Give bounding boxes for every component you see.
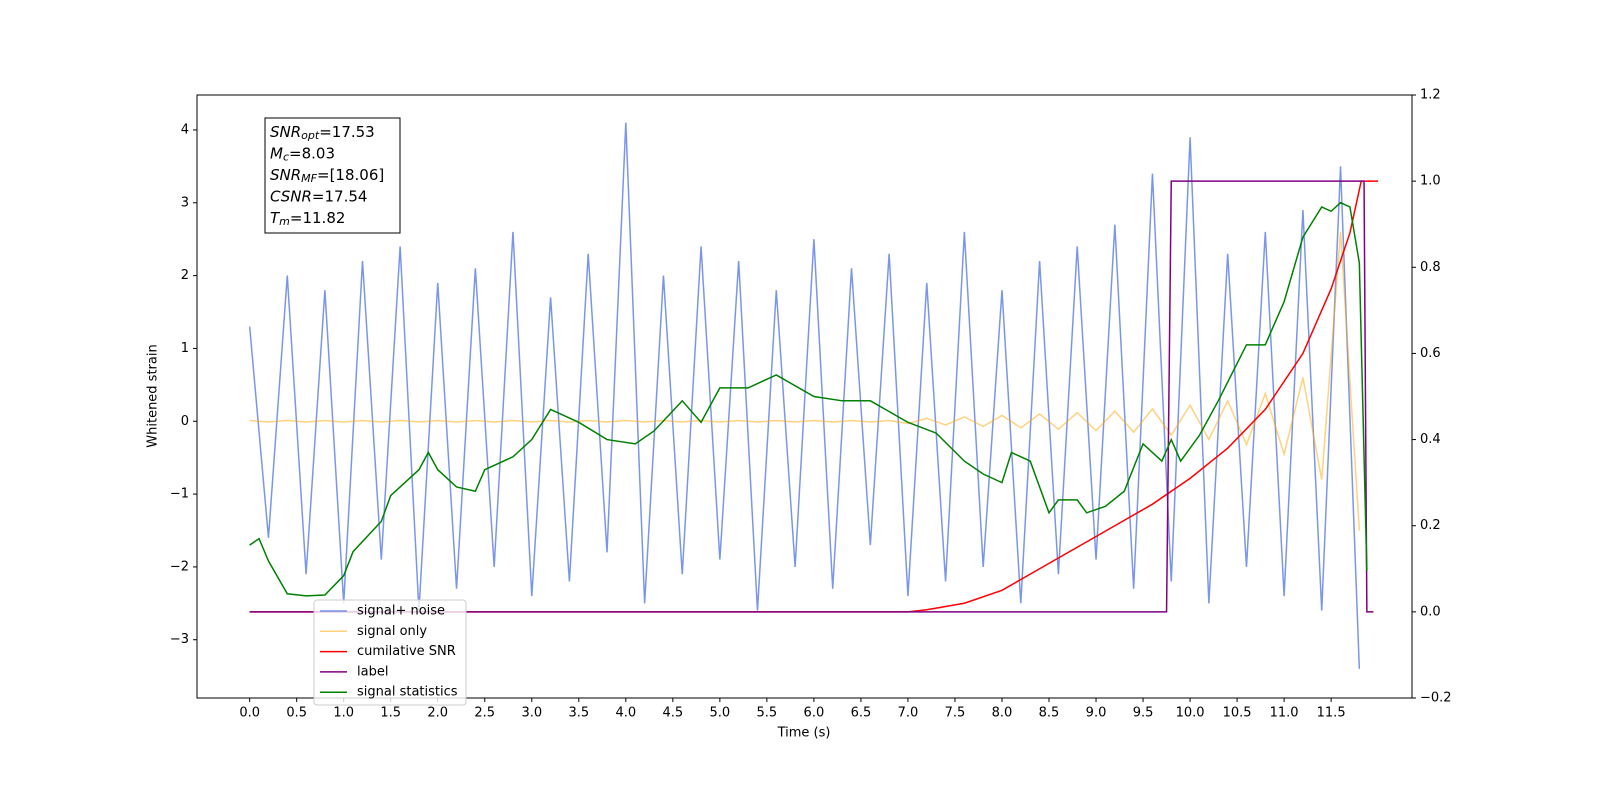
y2-tick-label: 0.6 (1420, 346, 1441, 361)
x-tick-label: 0.5 (286, 706, 307, 721)
annotation-value: =11.82 (290, 209, 346, 227)
y-tick-label: −2 (170, 559, 189, 574)
x-tick-label: 8.5 (1039, 706, 1060, 721)
legend-box (313, 599, 467, 706)
annotation-value: =8.03 (289, 144, 335, 162)
x-tick-label: 1.0 (333, 706, 354, 721)
annotation-text: SNR (270, 123, 301, 141)
legend-label: signal+ noise (357, 604, 445, 619)
x-tick-label: 8.0 (992, 706, 1013, 721)
y-tick-label: 3 (181, 195, 189, 210)
y-tick-label: −3 (170, 632, 189, 647)
legend-label: label (357, 664, 388, 679)
x-tick-label: 11.0 (1270, 706, 1299, 721)
y2-tick-label: 1.2 (1420, 88, 1441, 103)
plot-frame (196, 94, 1413, 699)
x-tick-label: 2.5 (474, 706, 495, 721)
y-tick-label: 0 (181, 414, 189, 429)
x-tick-label: 6.5 (851, 706, 872, 721)
annotation-line: CSNR=17.54 (270, 187, 367, 205)
x-tick-label: 5.0 (710, 706, 731, 721)
x-tick-label: 7.0 (898, 706, 919, 721)
x-tick-label: 3.0 (521, 706, 542, 721)
annotation-line: Mc=8.03 (270, 144, 335, 164)
series-line (249, 180, 1379, 613)
x-tick-label: 7.5 (945, 706, 966, 721)
x-tick-label: 4.5 (662, 706, 683, 721)
x-tick-label: 1.5 (380, 706, 401, 721)
y-axis-label: Whitened strain (146, 344, 161, 447)
x-tick-label: 0.0 (239, 706, 260, 721)
annotation-text: CSNR (270, 187, 312, 205)
annotation-line: SNRMF=[18.06] (270, 166, 384, 186)
annotation-subscript: opt (301, 129, 320, 142)
x-tick-label: 3.5 (568, 706, 589, 721)
series-line (248, 122, 1361, 669)
legend-label: signal statistics (357, 685, 458, 700)
legend-label: signal only (357, 624, 427, 639)
y2-tick-label: 0.8 (1420, 260, 1441, 275)
x-tick-label: 11.5 (1317, 706, 1346, 721)
annotation-subscript: m (279, 215, 290, 228)
x-tick-label: 6.0 (804, 706, 825, 721)
legend-label: cumilative SNR (357, 644, 456, 659)
y-tick-label: 1 (181, 341, 189, 356)
x-tick-label: 2.0 (427, 706, 448, 721)
annotation-box (264, 117, 401, 234)
annotation-value: =[18.06] (317, 166, 384, 184)
series-line (249, 201, 1368, 597)
y2-tick-label: 0.2 (1420, 518, 1441, 533)
x-tick-label: 4.0 (615, 706, 636, 721)
y2-tick-label: 0.0 (1420, 604, 1441, 619)
series-line (249, 180, 1374, 613)
annotation-subscript: c (283, 151, 289, 164)
annotation-text: SNR (270, 166, 301, 184)
annotation-value: =17.54 (312, 187, 368, 205)
x-tick-label: 10.0 (1176, 706, 1205, 721)
y-tick-label: 2 (181, 268, 189, 283)
y2-tick-label: 1.0 (1420, 174, 1441, 189)
y-tick-label: −1 (170, 487, 189, 502)
annotation-line: Tm=11.82 (270, 209, 345, 229)
x-tick-label: 10.5 (1223, 706, 1252, 721)
y-tick-label: 4 (181, 122, 189, 137)
x-tick-label: 5.5 (757, 706, 778, 721)
x-tick-label: 9.0 (1086, 706, 1107, 721)
x-tick-label: 9.5 (1133, 706, 1154, 721)
series-line (249, 231, 1361, 531)
annotation-subscript: MF (301, 172, 317, 185)
y2-tick-label: 0.4 (1420, 432, 1441, 447)
annotation-line: SNRopt=17.53 (270, 123, 375, 143)
annotation-text: M (270, 144, 283, 162)
annotation-text: T (270, 209, 281, 227)
annotation-value: =17.53 (319, 123, 375, 141)
y2-tick-label: −0.2 (1420, 691, 1452, 706)
x-axis-label: Time (s) (777, 726, 831, 741)
